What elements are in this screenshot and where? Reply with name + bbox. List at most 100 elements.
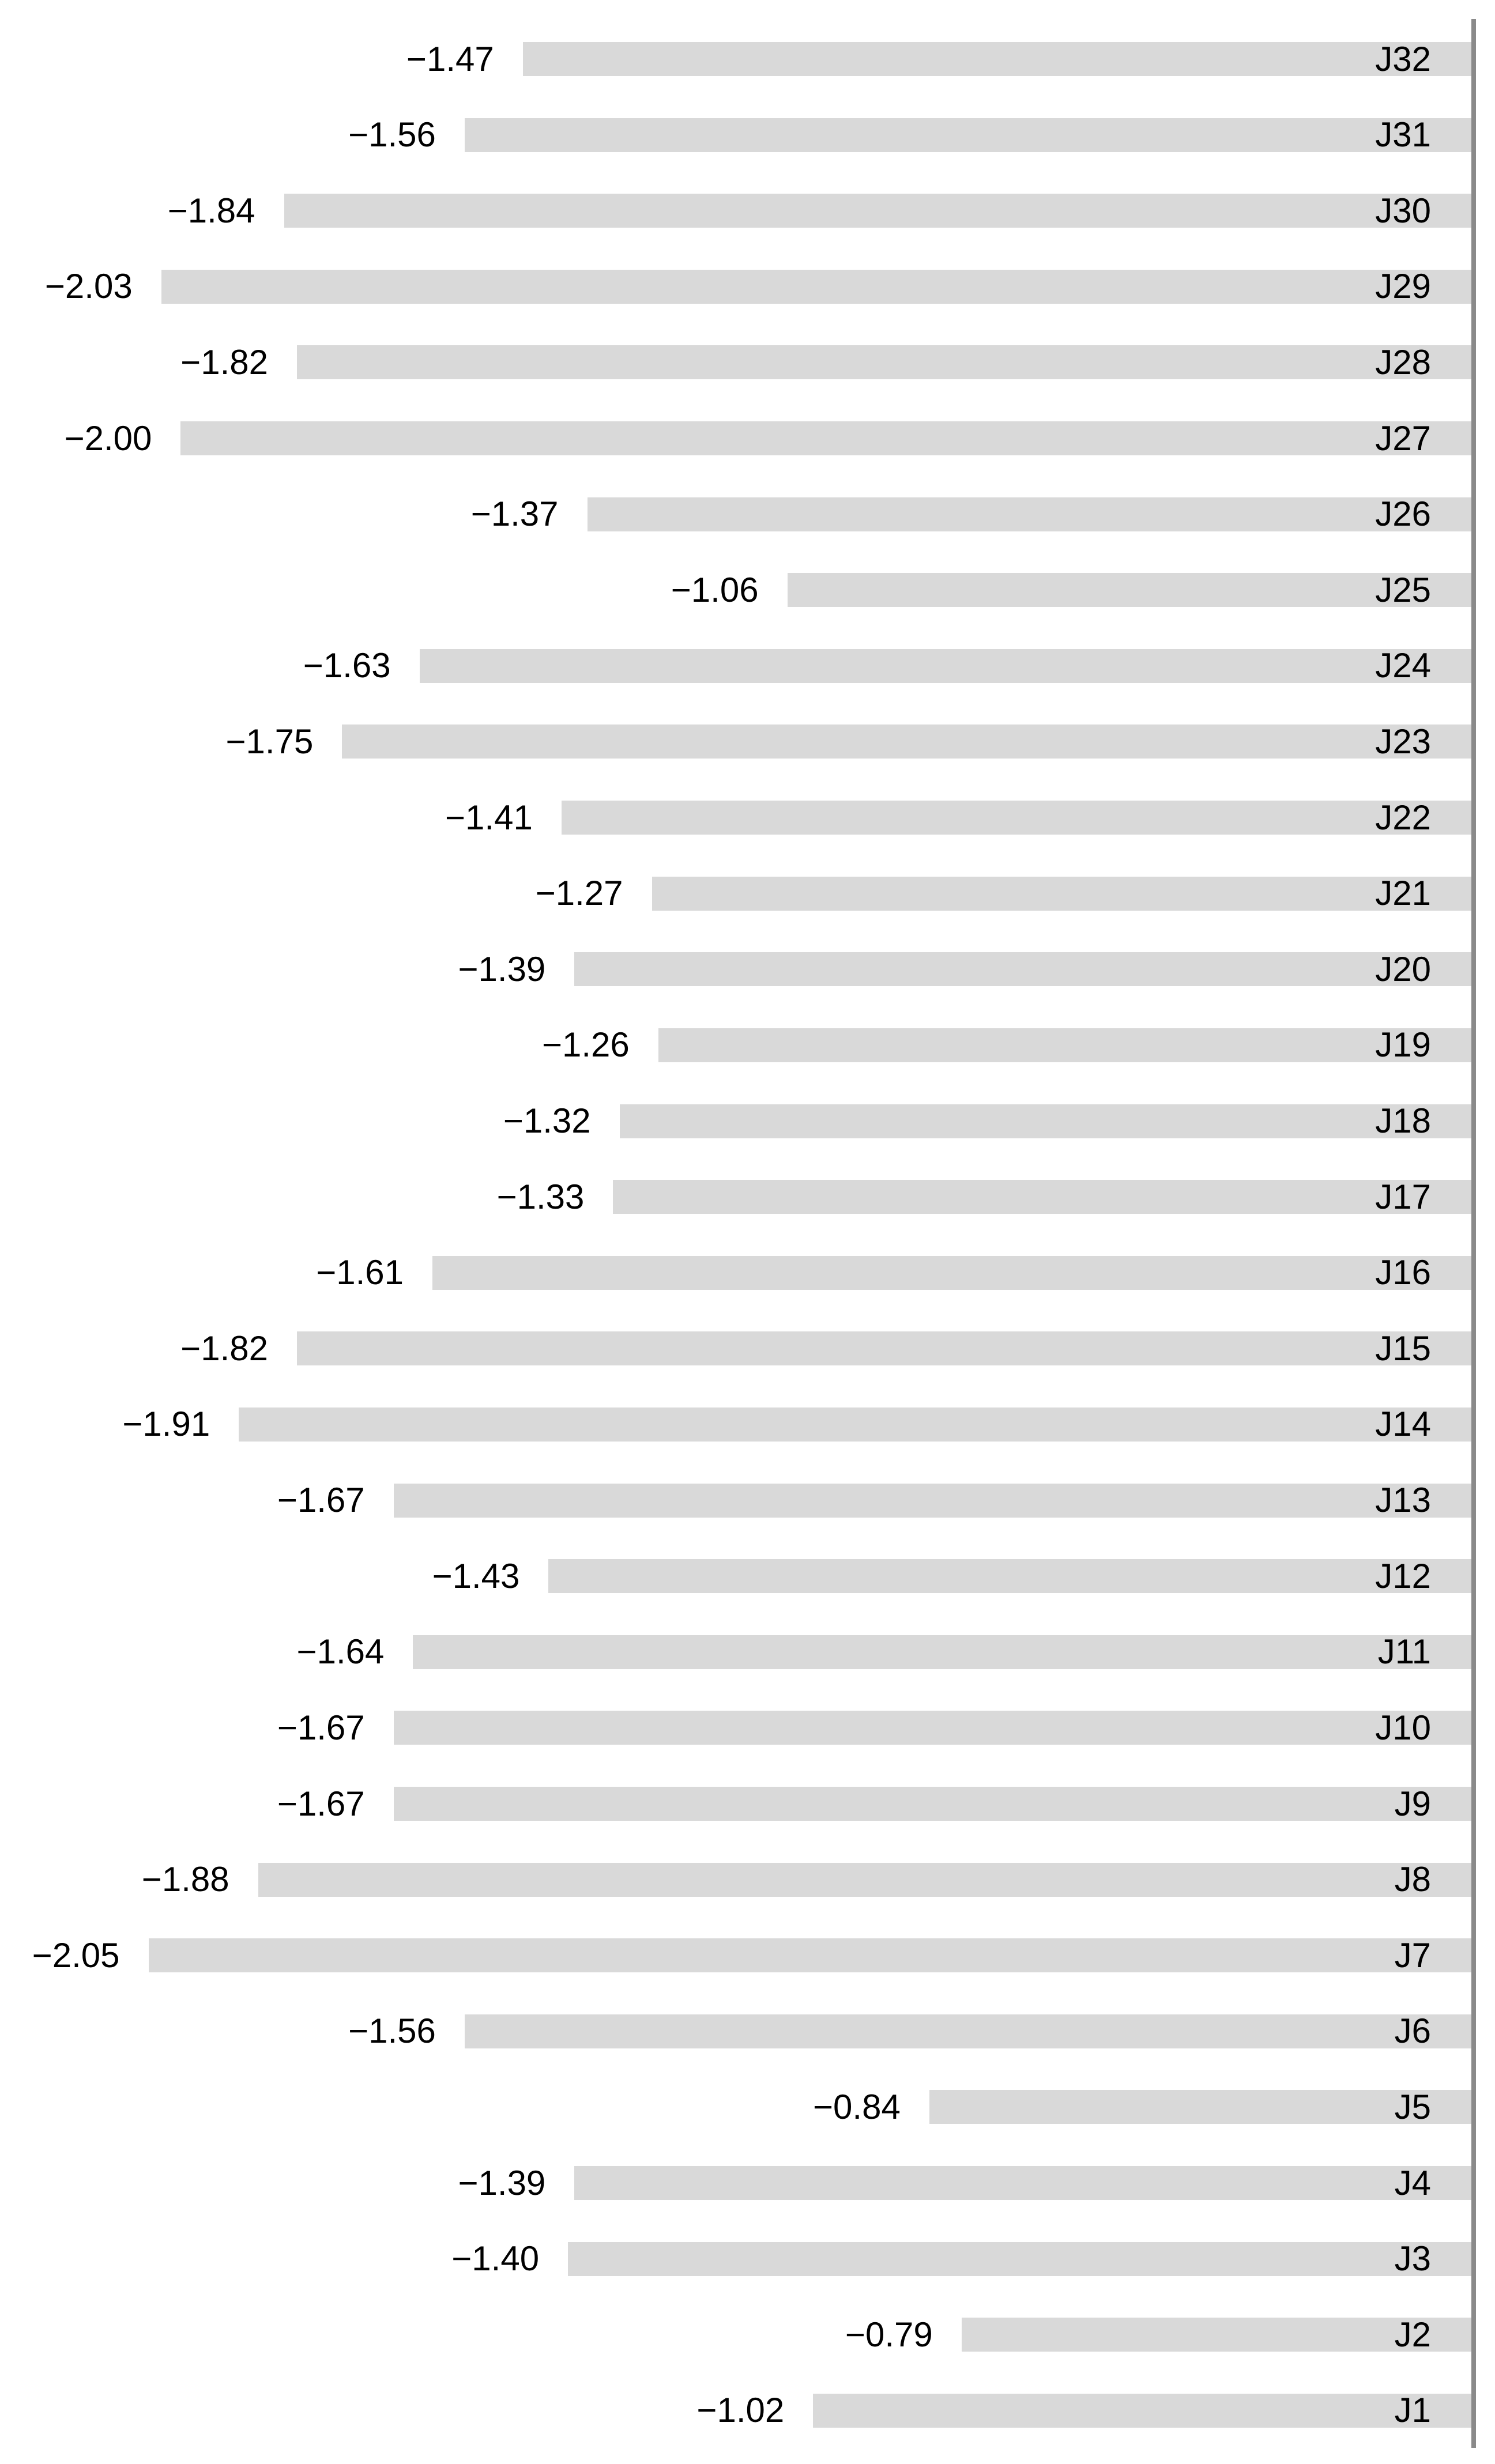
category-label: J6 [1394,2012,1431,2051]
value-label: −1.82 [180,342,268,382]
bar-row: −1.82 J15 [0,1329,1471,1368]
bar [393,1711,1471,1745]
category-label: J28 [1375,342,1431,382]
bar-row: −1.41 J22 [0,798,1471,837]
bar [574,952,1471,987]
bar [393,1787,1471,1821]
value-label: −2.03 [44,267,133,306]
bar-row: −1.67 J9 [0,1784,1471,1823]
category-label: J32 [1375,39,1431,78]
category-label: J12 [1375,1556,1431,1595]
value-label: −2.05 [32,1935,120,1975]
value-label: −1.67 [277,1708,365,1747]
category-label: J2 [1394,2315,1431,2354]
category-label: J7 [1394,1935,1431,1975]
value-axis-line [1471,19,1476,2448]
bar [432,1255,1471,1290]
value-label: −1.82 [180,1329,268,1368]
value-label: −1.37 [470,495,559,534]
value-label: −1.63 [303,646,391,685]
category-label: J30 [1375,191,1431,230]
bar [522,42,1471,76]
bar-row: −2.05 J7 [0,1935,1471,1975]
category-label: J14 [1375,1405,1431,1444]
bar [297,345,1471,380]
value-label: −1.75 [225,722,314,761]
bar [548,1559,1471,1594]
bar-row: −1.27 J21 [0,874,1471,913]
value-label: −1.56 [348,115,436,154]
bar-row: −1.06 J25 [0,570,1471,609]
bar [929,2090,1471,2125]
bar [239,1407,1471,1442]
bar [658,1028,1471,1062]
bar-row: −0.79 J2 [0,2315,1471,2354]
plot-area: −1.47 J32 −1.56 J31 −1.84 J30 −2.03 J29 … [0,39,1471,2430]
category-label: J22 [1375,798,1431,837]
value-label: −1.47 [406,39,494,78]
value-label: −1.88 [141,1860,229,1899]
bar [464,118,1471,152]
value-label: −1.39 [458,2163,546,2202]
category-label: J26 [1375,495,1431,534]
category-label: J15 [1375,1329,1431,1368]
bar-row: −1.67 J10 [0,1708,1471,1747]
category-label: J13 [1375,1481,1431,1520]
bar [148,1938,1471,1973]
bar-row: −2.00 J27 [0,418,1471,458]
bar-row: −1.91 J14 [0,1405,1471,1444]
category-label: J1 [1394,2391,1431,2430]
bar-row: −1.43 J12 [0,1556,1471,1595]
category-label: J18 [1375,1101,1431,1141]
bar-row: −1.56 J6 [0,2014,1471,2048]
bar [813,2393,1471,2428]
bar [393,1483,1471,1518]
bar-row: −1.82 J28 [0,342,1471,382]
category-label: J8 [1394,1860,1431,1899]
category-label: J9 [1394,1784,1431,1823]
bar-row: −1.88 J8 [0,1860,1471,1899]
value-label: −1.27 [535,874,623,913]
bar-row: −1.67 J13 [0,1481,1471,1520]
bar-row: −0.84 J5 [0,2087,1471,2126]
category-label: J5 [1394,2087,1431,2126]
bar-row: −1.63 J24 [0,646,1471,685]
value-label: −1.26 [541,1025,630,1065]
bar [413,1635,1471,1669]
value-label: −1.06 [671,570,759,609]
category-label: J24 [1375,646,1431,685]
bar [961,2318,1471,2352]
category-label: J10 [1375,1708,1431,1747]
category-label: J23 [1375,722,1431,761]
value-label: −1.91 [122,1405,210,1444]
bar-row: −1.40 J3 [0,2242,1471,2276]
bar-row: −1.39 J4 [0,2163,1471,2202]
bar-row: −2.03 J29 [0,267,1471,306]
category-label: J19 [1375,1025,1431,1065]
value-label: −0.84 [813,2087,901,2126]
category-label: J16 [1375,1253,1431,1292]
bar-row: −1.47 J32 [0,39,1471,78]
bar [574,2166,1471,2201]
value-label: −1.84 [167,191,255,230]
bar [284,194,1471,228]
bar [342,725,1471,759]
value-label: −1.64 [296,1632,385,1671]
category-label: J21 [1375,874,1431,913]
bar [568,2242,1471,2276]
bar [161,269,1471,304]
category-label: J3 [1394,2239,1431,2278]
bar [561,801,1471,835]
value-label: −0.79 [845,2315,933,2354]
bar [787,573,1471,607]
bar [464,2014,1471,2048]
value-label: −1.41 [445,798,533,837]
value-label: −1.56 [348,2012,436,2051]
category-label: J20 [1375,949,1431,988]
category-label: J27 [1375,418,1431,458]
value-label: −1.67 [277,1784,365,1823]
bar-row: −1.75 J23 [0,722,1471,761]
bar-row: −1.64 J11 [0,1635,1471,1669]
bar [297,1331,1471,1366]
